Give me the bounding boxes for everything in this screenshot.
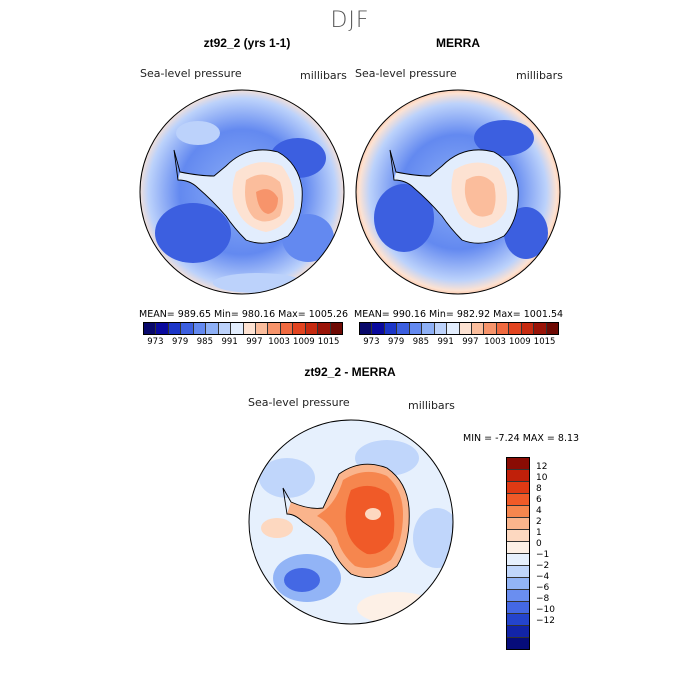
colorbar-swatch	[168, 323, 182, 334]
colorbar-tick-label: 997	[462, 337, 479, 347]
panel1-map	[139, 89, 345, 295]
panel2-variable: Sea-level pressure	[355, 67, 457, 80]
colorbar-swatch	[255, 323, 269, 334]
colorbar-swatch	[507, 566, 529, 578]
colorbar-swatch	[447, 323, 460, 334]
colorbar-tick-label: −4	[536, 572, 550, 582]
colorbar-swatch	[507, 530, 529, 542]
colorbar-tick-label: −2	[536, 561, 550, 571]
panel1-variable: Sea-level pressure	[140, 67, 242, 80]
panel3-variable: Sea-level pressure	[248, 396, 350, 409]
colorbar-tick-label: −12	[536, 616, 555, 626]
colorbar-tick-label: 4	[536, 506, 542, 516]
colorbar-tick-label: 1015	[317, 337, 340, 347]
colorbar-tick-label: 1009	[293, 337, 315, 347]
colorbar-tick-label: 991	[221, 337, 238, 347]
colorbar-swatch	[507, 494, 529, 506]
colorbar-tick-label: 985	[196, 337, 213, 347]
colorbar-swatch	[507, 470, 529, 482]
colorbar-tick-label: 1003	[268, 337, 290, 347]
panel1-stats: MEAN= 989.65 Min= 980.16 Max= 1005.26	[139, 309, 349, 320]
colorbar-tick-label: 973	[363, 337, 380, 347]
colorbar-swatch	[507, 506, 529, 518]
colorbar-swatch	[507, 458, 529, 470]
panel1-units: millibars	[300, 69, 347, 82]
colorbar-swatch	[484, 323, 497, 334]
colorbar-tick-label: 979	[172, 337, 189, 347]
colorbar-swatch	[534, 323, 547, 334]
colorbar-tick-label: 1	[536, 528, 542, 538]
colorbar-tick-label: 1003	[484, 337, 506, 347]
colorbar-tick-label: 10	[536, 473, 548, 483]
panel3-colorbar	[506, 457, 530, 650]
panel2-units: millibars	[516, 69, 563, 82]
colorbar-swatch	[360, 323, 373, 334]
colorbar-swatch	[496, 323, 510, 334]
colorbar-swatch	[507, 626, 529, 638]
colorbar-swatch	[181, 323, 194, 334]
colorbar-swatch	[422, 323, 435, 334]
panel2-map	[355, 89, 561, 295]
colorbar-swatch	[384, 323, 398, 334]
colorbar-swatch	[231, 323, 244, 334]
colorbar-swatch	[330, 323, 342, 334]
colorbar-tick-label: 979	[388, 337, 405, 347]
colorbar-tick-label: 6	[536, 495, 542, 505]
colorbar-swatch	[156, 323, 169, 334]
panel3-title: zt92_2 - MERRA	[304, 365, 396, 379]
colorbar-swatch	[409, 323, 423, 334]
colorbar-tick-label: 1009	[509, 337, 531, 347]
colorbar-swatch	[507, 554, 529, 566]
colorbar-swatch	[206, 323, 219, 334]
figure-title: DJF	[330, 8, 370, 33]
colorbar-tick-label: 0	[536, 539, 542, 549]
colorbar-swatch	[546, 323, 558, 334]
colorbar-tick-label: 1015	[533, 337, 556, 347]
colorbar-tick-label: 997	[246, 337, 263, 347]
colorbar-swatch	[144, 323, 157, 334]
colorbar-swatch	[268, 323, 281, 334]
colorbar-swatch	[507, 518, 529, 530]
colorbar-swatch	[293, 323, 306, 334]
panel1-title: zt92_2 (yrs 1-1)	[203, 36, 291, 50]
colorbar-tick-label: 985	[412, 337, 429, 347]
colorbar-swatch	[372, 323, 385, 334]
colorbar-swatch	[507, 638, 529, 649]
colorbar-swatch	[243, 323, 256, 334]
colorbar-swatch	[471, 323, 485, 334]
colorbar-tick-label: −10	[536, 605, 555, 615]
colorbar-tick-label: −6	[536, 583, 550, 593]
colorbar-swatch	[521, 323, 535, 334]
panel3-colorbar-ticks: 12 10 8 6 4 2 1 0 −1 −2 −4 −6 −8 −10 −12	[536, 457, 576, 637]
colorbar-swatch	[507, 542, 529, 554]
colorbar-swatch	[507, 578, 529, 590]
colorbar-swatch	[507, 590, 529, 602]
colorbar-swatch	[459, 323, 472, 334]
panel2-title: MERRA	[436, 36, 480, 50]
colorbar-tick-label: 8	[536, 484, 542, 494]
panel3-stats: MIN = -7.24 MAX = 8.13	[463, 433, 580, 444]
panel3-units: millibars	[408, 399, 455, 412]
colorbar-swatch	[507, 602, 529, 614]
colorbar-tick-label: 2	[536, 517, 542, 527]
colorbar-swatch	[318, 323, 331, 334]
panel2-colorbar	[359, 322, 559, 335]
colorbar-swatch	[193, 323, 207, 334]
colorbar-tick-label: 973	[147, 337, 164, 347]
panel2-stats: MEAN= 990.16 Min= 982.92 Max= 1001.54	[354, 309, 564, 320]
colorbar-swatch	[218, 323, 232, 334]
colorbar-swatch	[507, 482, 529, 494]
colorbar-tick-label: −8	[536, 594, 550, 604]
colorbar-tick-label: 12	[536, 462, 548, 472]
colorbar-tick-label: −1	[536, 550, 550, 560]
colorbar-swatch	[280, 323, 294, 334]
panel3-map	[248, 419, 454, 625]
panel1-colorbar	[143, 322, 343, 335]
colorbar-swatch	[305, 323, 319, 334]
colorbar-swatch	[507, 614, 529, 626]
colorbar-swatch	[434, 323, 448, 334]
colorbar-swatch	[397, 323, 410, 334]
colorbar-tick-label: 991	[437, 337, 454, 347]
colorbar-swatch	[509, 323, 522, 334]
